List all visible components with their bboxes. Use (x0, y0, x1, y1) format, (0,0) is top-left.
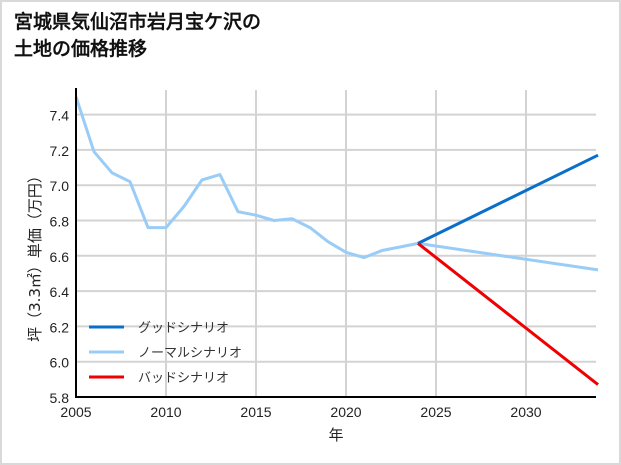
y-tick-label: 6.4 (50, 284, 70, 300)
legend-label: バッドシナリオ (138, 371, 229, 386)
y-tick-label: 7.0 (50, 178, 70, 194)
x-tick-label: 2015 (240, 404, 271, 420)
x-tick-label: 2025 (420, 404, 451, 420)
legend-label: ノーマルシナリオ (138, 346, 242, 361)
y-tick-label: 6.6 (50, 249, 70, 265)
series-line-bad (417, 242, 599, 386)
y-tick-label: 5.8 (50, 390, 70, 406)
y-tick-label: 6.2 (50, 319, 70, 335)
y-axis-label: 坪（3.3㎡）単価（万円） (26, 168, 44, 342)
data-series (74, 96, 599, 386)
series-line-normal (74, 96, 599, 272)
title-line-2: 土地の価格推移 (14, 38, 148, 60)
x-tick-label: 2020 (330, 404, 361, 420)
x-axis-label: 年 (328, 426, 343, 444)
x-tick-label: 2030 (510, 404, 541, 420)
y-tick-label: 6.0 (50, 355, 70, 371)
y-tick-label: 6.8 (50, 214, 70, 230)
axes (75, 88, 596, 398)
series-line-good (417, 153, 599, 245)
chart-title: 宮城県気仙沼市岩月宝ケ沢の 土地の価格推移 (14, 9, 261, 63)
x-tick-label: 2005 (60, 404, 91, 420)
y-tick-label: 7.2 (50, 143, 70, 159)
title-line-1: 宮城県気仙沼市岩月宝ケ沢の (14, 11, 262, 33)
legend-label: グッドシナリオ (138, 321, 229, 336)
tick-labels: 5.8 6.0 6.2 6.4 6.6 6.8 7.0 7.2 7.4 2005 2010 2015 2… (50, 108, 542, 420)
y-tick-label: 7.4 (50, 108, 70, 124)
x-tick-label: 2010 (150, 404, 181, 420)
